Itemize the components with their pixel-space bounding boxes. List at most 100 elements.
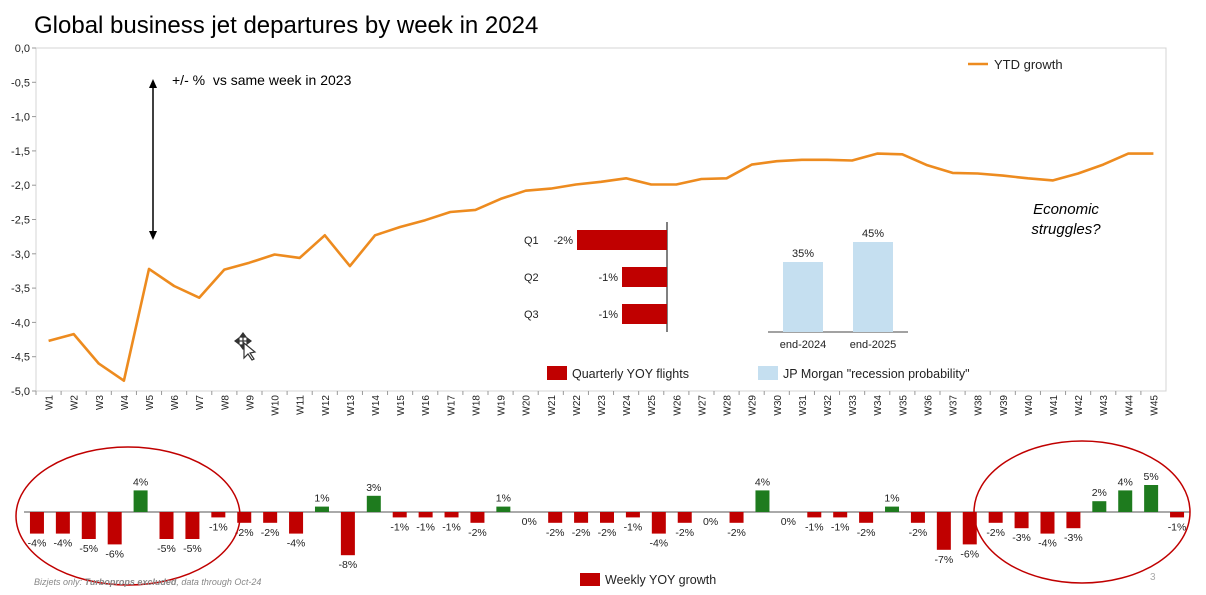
weekly-bar-label: -1% xyxy=(416,521,435,533)
weekly-bar-label: -2% xyxy=(909,527,928,539)
annotation-struggles: struggles? xyxy=(1031,221,1101,238)
x-tick-label: W43 xyxy=(1099,395,1110,416)
weekly-bar-label: -3% xyxy=(1064,532,1083,544)
legend-swatch-recession xyxy=(758,366,778,380)
recession-bar-label: 45% xyxy=(862,228,884,240)
weekly-bar-label: 0% xyxy=(522,516,537,528)
recession-bar xyxy=(783,262,823,332)
y-tick-label: -5,0 xyxy=(11,386,30,398)
x-tick-label: W34 xyxy=(873,395,884,416)
page-number: 3 xyxy=(1150,572,1156,583)
weekly-bar-label: -2% xyxy=(468,527,487,539)
highlight-ellipse-left xyxy=(15,446,241,586)
ytd-growth-line xyxy=(48,152,1154,382)
quarterly-yoy-inset: -2% Q1 -1% Q2 -1% Q3 xyxy=(524,222,668,332)
x-tick-label: W7 xyxy=(195,395,206,410)
y-tick-label: -1,5 xyxy=(11,146,30,158)
x-tick-label: W42 xyxy=(1074,395,1085,416)
y-tick-label: -3,0 xyxy=(11,249,30,261)
weekly-bar xyxy=(418,512,433,518)
weekly-legend: Weekly YOY growth xyxy=(580,573,716,587)
y-tick-label: -4,0 xyxy=(11,317,30,329)
weekly-bar xyxy=(1066,512,1081,529)
weekly-bar xyxy=(1014,512,1029,529)
weekly-bar-label: 0% xyxy=(703,516,718,528)
ytd-line-chart: 0,0 -0,5 -1,0 -1,5 -2,0 -2,5 -3,0 -3,5 -4,0 -4,5 -… xyxy=(11,43,1167,416)
weekly-bar xyxy=(1092,501,1107,512)
x-tick-label: W10 xyxy=(271,395,282,416)
weekly-bar-label: -2% xyxy=(235,527,254,539)
legend-swatch-weekly xyxy=(580,573,600,586)
x-tick-label: W2 xyxy=(70,395,81,410)
arrow-head-up xyxy=(149,79,157,88)
annotation-economic: Economic xyxy=(1033,201,1099,218)
weekly-bar xyxy=(651,512,666,534)
weekly-bar xyxy=(470,512,485,523)
weekly-bar xyxy=(211,512,226,518)
x-tick-label: W25 xyxy=(647,395,658,416)
x-tick-label: W40 xyxy=(1024,395,1035,416)
legend-swatch-quarterly xyxy=(547,366,567,380)
weekly-bar-label: -4% xyxy=(649,538,668,550)
weekly-bar-label: -1% xyxy=(1168,521,1187,533)
x-tick-label: W23 xyxy=(597,395,608,416)
weekly-bar xyxy=(289,512,304,534)
x-tick-label: W9 xyxy=(245,395,256,410)
weekly-bar xyxy=(366,495,381,512)
weekly-bar-label: -5% xyxy=(79,543,98,555)
weekly-bar xyxy=(885,506,900,512)
weekly-bar-label: -2% xyxy=(857,527,876,539)
weekly-bar-label: -1% xyxy=(624,521,643,533)
x-tick-label: W36 xyxy=(923,395,934,416)
recession-bar xyxy=(853,242,893,332)
x-tick-label: W14 xyxy=(371,395,382,416)
weekly-bar-label: 0% xyxy=(781,516,796,528)
legend: YTD growth xyxy=(968,57,1063,72)
weekly-bar-label: 1% xyxy=(314,493,329,505)
x-tick-label: W13 xyxy=(346,395,357,416)
weekly-bar xyxy=(677,512,692,523)
weekly-bar xyxy=(600,512,614,523)
weekly-bar xyxy=(29,512,44,534)
weekly-bar-label: -4% xyxy=(54,538,73,550)
x-tick-label: W22 xyxy=(572,395,583,416)
weekly-bar xyxy=(833,512,848,518)
arrow-head-down xyxy=(149,231,157,240)
highlight-ellipse-right xyxy=(973,440,1191,584)
x-tick-label: W11 xyxy=(296,395,307,415)
x-tick-label: W1 xyxy=(45,395,56,410)
x-tick-label: W8 xyxy=(220,395,231,410)
page-title: Global business jet departures by week i… xyxy=(34,12,538,39)
x-tick-label: W45 xyxy=(1149,395,1160,416)
weekly-bar-label: -1% xyxy=(831,521,850,533)
quarterly-bar-label: -1% xyxy=(598,309,618,321)
quarterly-bar xyxy=(622,267,667,287)
weekly-bar-label: -4% xyxy=(1038,538,1057,550)
x-tick-label: W17 xyxy=(446,395,457,416)
weekly-bar-label: 1% xyxy=(884,493,899,505)
quarterly-bar-label: -2% xyxy=(553,235,573,247)
quarterly-category-label: Q1 xyxy=(524,235,539,247)
weekly-bar xyxy=(1040,512,1055,534)
weekly-bar xyxy=(237,512,252,523)
weekly-bar xyxy=(936,512,951,550)
y-tick-label: -0,5 xyxy=(11,77,30,89)
x-tick-label: W16 xyxy=(421,395,432,416)
x-tick-label: W18 xyxy=(471,395,482,416)
weekly-bar-label: 3% xyxy=(366,482,381,494)
x-tick-label: W38 xyxy=(974,395,985,416)
x-tick-label: W19 xyxy=(497,395,508,416)
y-tick-label: -1,0 xyxy=(11,112,30,124)
weekly-bar xyxy=(574,512,589,523)
x-tick-label: W3 xyxy=(95,395,106,410)
x-tick-label: W29 xyxy=(748,395,759,416)
weekly-bar-label: -1% xyxy=(442,521,461,533)
x-tick-label: W6 xyxy=(170,395,181,410)
x-tick-label: W4 xyxy=(120,395,131,410)
weekly-bar-label: -1% xyxy=(209,521,228,533)
weekly-bar-label: -2% xyxy=(727,527,746,539)
weekly-bar xyxy=(340,512,355,556)
x-tick-label: W35 xyxy=(898,395,909,416)
recession-bar-label: 35% xyxy=(792,248,814,260)
move-cursor-icon xyxy=(234,332,257,361)
